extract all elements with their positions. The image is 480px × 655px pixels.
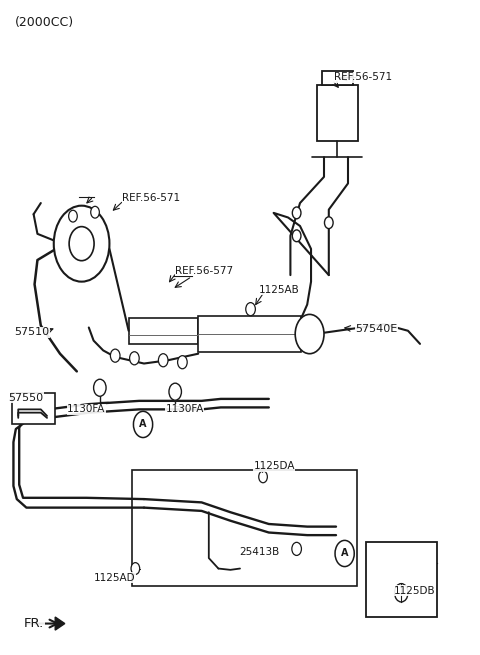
Text: FR.: FR. bbox=[24, 617, 44, 630]
Circle shape bbox=[130, 352, 139, 365]
Text: 1125DB: 1125DB bbox=[394, 586, 435, 596]
Bar bbox=[129, 318, 198, 344]
Circle shape bbox=[292, 542, 301, 555]
Bar bbox=[132, 470, 357, 586]
Bar bbox=[366, 542, 437, 617]
Circle shape bbox=[295, 314, 324, 354]
Circle shape bbox=[246, 303, 255, 316]
Polygon shape bbox=[55, 617, 65, 630]
Text: 57510: 57510 bbox=[14, 327, 49, 337]
Circle shape bbox=[259, 471, 267, 483]
Circle shape bbox=[133, 411, 153, 438]
Bar bbox=[322, 71, 353, 85]
Text: 57540E: 57540E bbox=[355, 324, 397, 334]
Circle shape bbox=[54, 206, 109, 282]
Text: 1130FA: 1130FA bbox=[166, 404, 204, 415]
Text: 1125DA: 1125DA bbox=[253, 461, 295, 472]
Text: 57550: 57550 bbox=[9, 392, 44, 403]
Circle shape bbox=[335, 540, 354, 567]
Circle shape bbox=[110, 349, 120, 362]
Text: REF.56-571: REF.56-571 bbox=[334, 72, 392, 83]
Circle shape bbox=[395, 584, 408, 602]
Bar bbox=[12, 393, 55, 424]
Circle shape bbox=[131, 563, 140, 574]
Text: 25413B: 25413B bbox=[239, 546, 279, 557]
Bar bbox=[198, 316, 301, 352]
Bar bbox=[317, 85, 358, 141]
Circle shape bbox=[158, 354, 168, 367]
Circle shape bbox=[69, 227, 94, 261]
Text: 1125AD: 1125AD bbox=[94, 572, 135, 583]
Text: REF.56-571: REF.56-571 bbox=[122, 193, 180, 204]
Text: 1125AB: 1125AB bbox=[259, 284, 300, 295]
Text: A: A bbox=[139, 419, 147, 430]
Circle shape bbox=[94, 379, 106, 396]
Circle shape bbox=[292, 230, 301, 242]
Text: REF.56-577: REF.56-577 bbox=[175, 265, 233, 276]
Circle shape bbox=[292, 207, 301, 219]
Text: 1130FA: 1130FA bbox=[67, 404, 106, 415]
Circle shape bbox=[91, 206, 99, 218]
Text: A: A bbox=[341, 548, 348, 559]
Circle shape bbox=[69, 210, 77, 222]
Circle shape bbox=[178, 356, 187, 369]
Circle shape bbox=[169, 383, 181, 400]
Text: (2000CC): (2000CC) bbox=[14, 16, 73, 29]
Circle shape bbox=[324, 217, 333, 229]
